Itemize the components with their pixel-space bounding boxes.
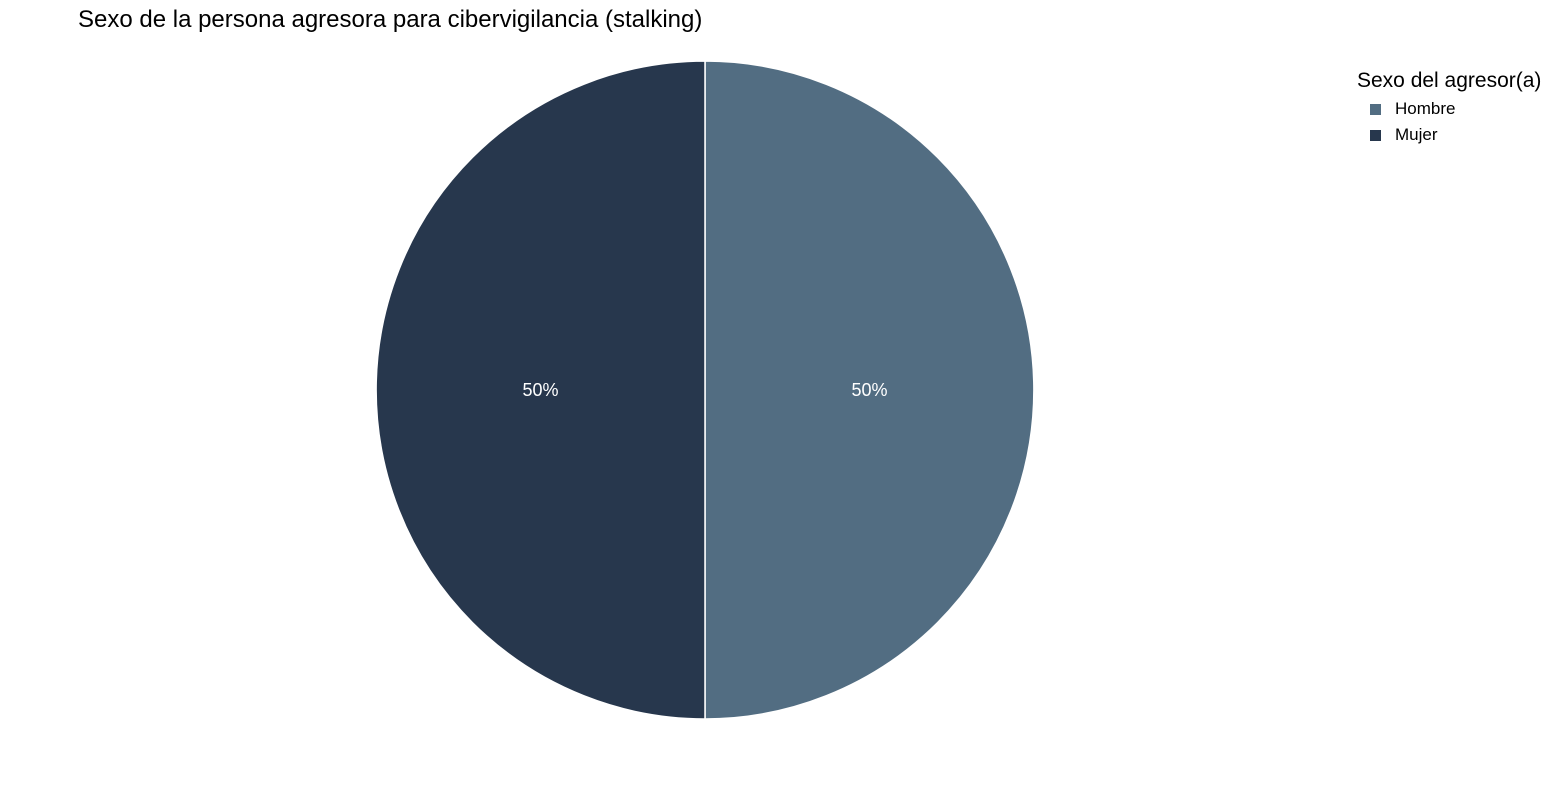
legend-label-mujer: Mujer	[1395, 125, 1438, 144]
slice-label-hombre: 50%	[851, 380, 887, 400]
slice-label-mujer: 50%	[522, 380, 558, 400]
pie-slice-hombre	[704, 60, 1035, 720]
legend-title: Sexo del agresor(a)	[1357, 69, 1542, 92]
legend-label-hombre: Hombre	[1395, 99, 1456, 118]
legend-item-mujer: Mujer	[1357, 122, 1541, 148]
pie-labels: 50% 50%	[522, 380, 887, 400]
chart-title: Sexo de la persona agresora para cibervi…	[78, 6, 703, 33]
pie-slice-mujer	[375, 60, 706, 720]
legend-swatch-hombre	[1370, 103, 1381, 115]
pie-slices	[375, 60, 1035, 720]
legend: Sexo del agresor(a) Hombre Mujer	[1357, 69, 1541, 148]
legend-swatch-mujer	[1370, 129, 1381, 141]
legend-item-hombre: Hombre	[1357, 96, 1541, 122]
